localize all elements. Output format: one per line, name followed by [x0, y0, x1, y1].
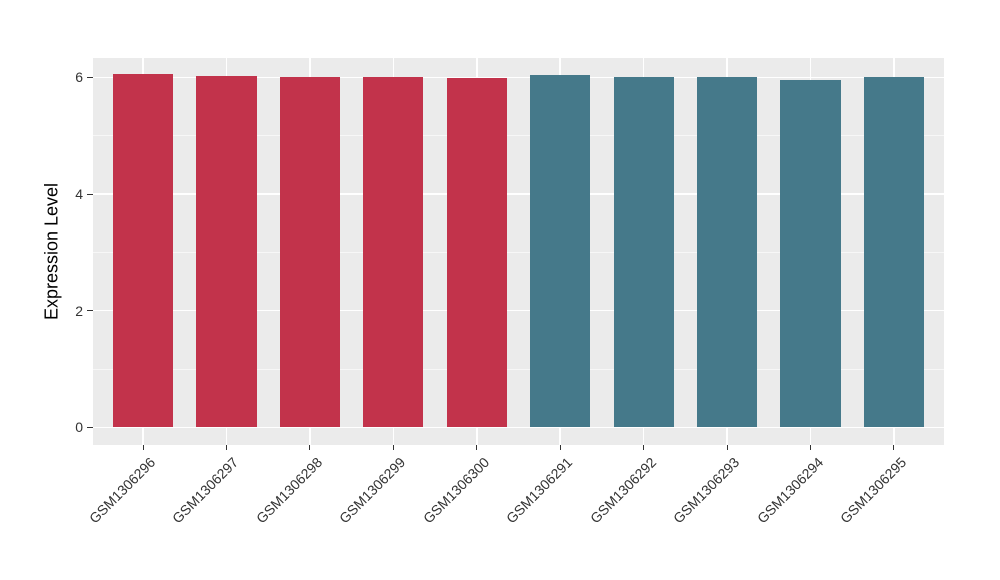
x-tick-mark: [142, 445, 144, 450]
gridline-minor-h: [93, 251, 944, 253]
bar: [780, 79, 841, 428]
y-tick-label: 0: [75, 419, 83, 436]
x-tick-mark: [893, 445, 895, 450]
gridline-major-h: [93, 193, 944, 195]
y-tick-label: 4: [75, 186, 83, 202]
x-tick-mark: [810, 445, 811, 450]
bar: [863, 77, 924, 428]
y-tick-mark: [87, 193, 93, 195]
bar: [279, 76, 340, 428]
gridline-minor-h: [93, 135, 944, 137]
y-tick-label: 6: [75, 69, 83, 86]
y-tick-label: 2: [75, 302, 83, 319]
x-tick-mark: [726, 445, 728, 450]
bar: [113, 73, 174, 428]
x-tick-mark: [309, 445, 311, 450]
gridline-minor-h: [93, 368, 944, 370]
y-axis-title: Expression Level: [41, 182, 62, 321]
x-tick-mark: [392, 445, 394, 450]
y-tick-mark: [87, 76, 93, 78]
x-tick-mark: [643, 445, 645, 450]
y-tick-mark: [87, 310, 93, 312]
bar: [446, 77, 507, 428]
y-tick-mark: [87, 426, 93, 428]
gridline-major-h: [93, 309, 944, 312]
gridline-major-h: [93, 426, 944, 429]
gridline-major-h: [93, 76, 944, 78]
x-tick-mark: [225, 445, 227, 450]
bar: [697, 77, 758, 428]
x-tick-mark: [476, 445, 478, 450]
x-tick-mark: [559, 445, 561, 450]
bar: [530, 74, 591, 428]
bar: [613, 77, 674, 428]
bar: [196, 75, 257, 428]
bar: [363, 76, 424, 428]
plot-panel: [93, 58, 944, 445]
